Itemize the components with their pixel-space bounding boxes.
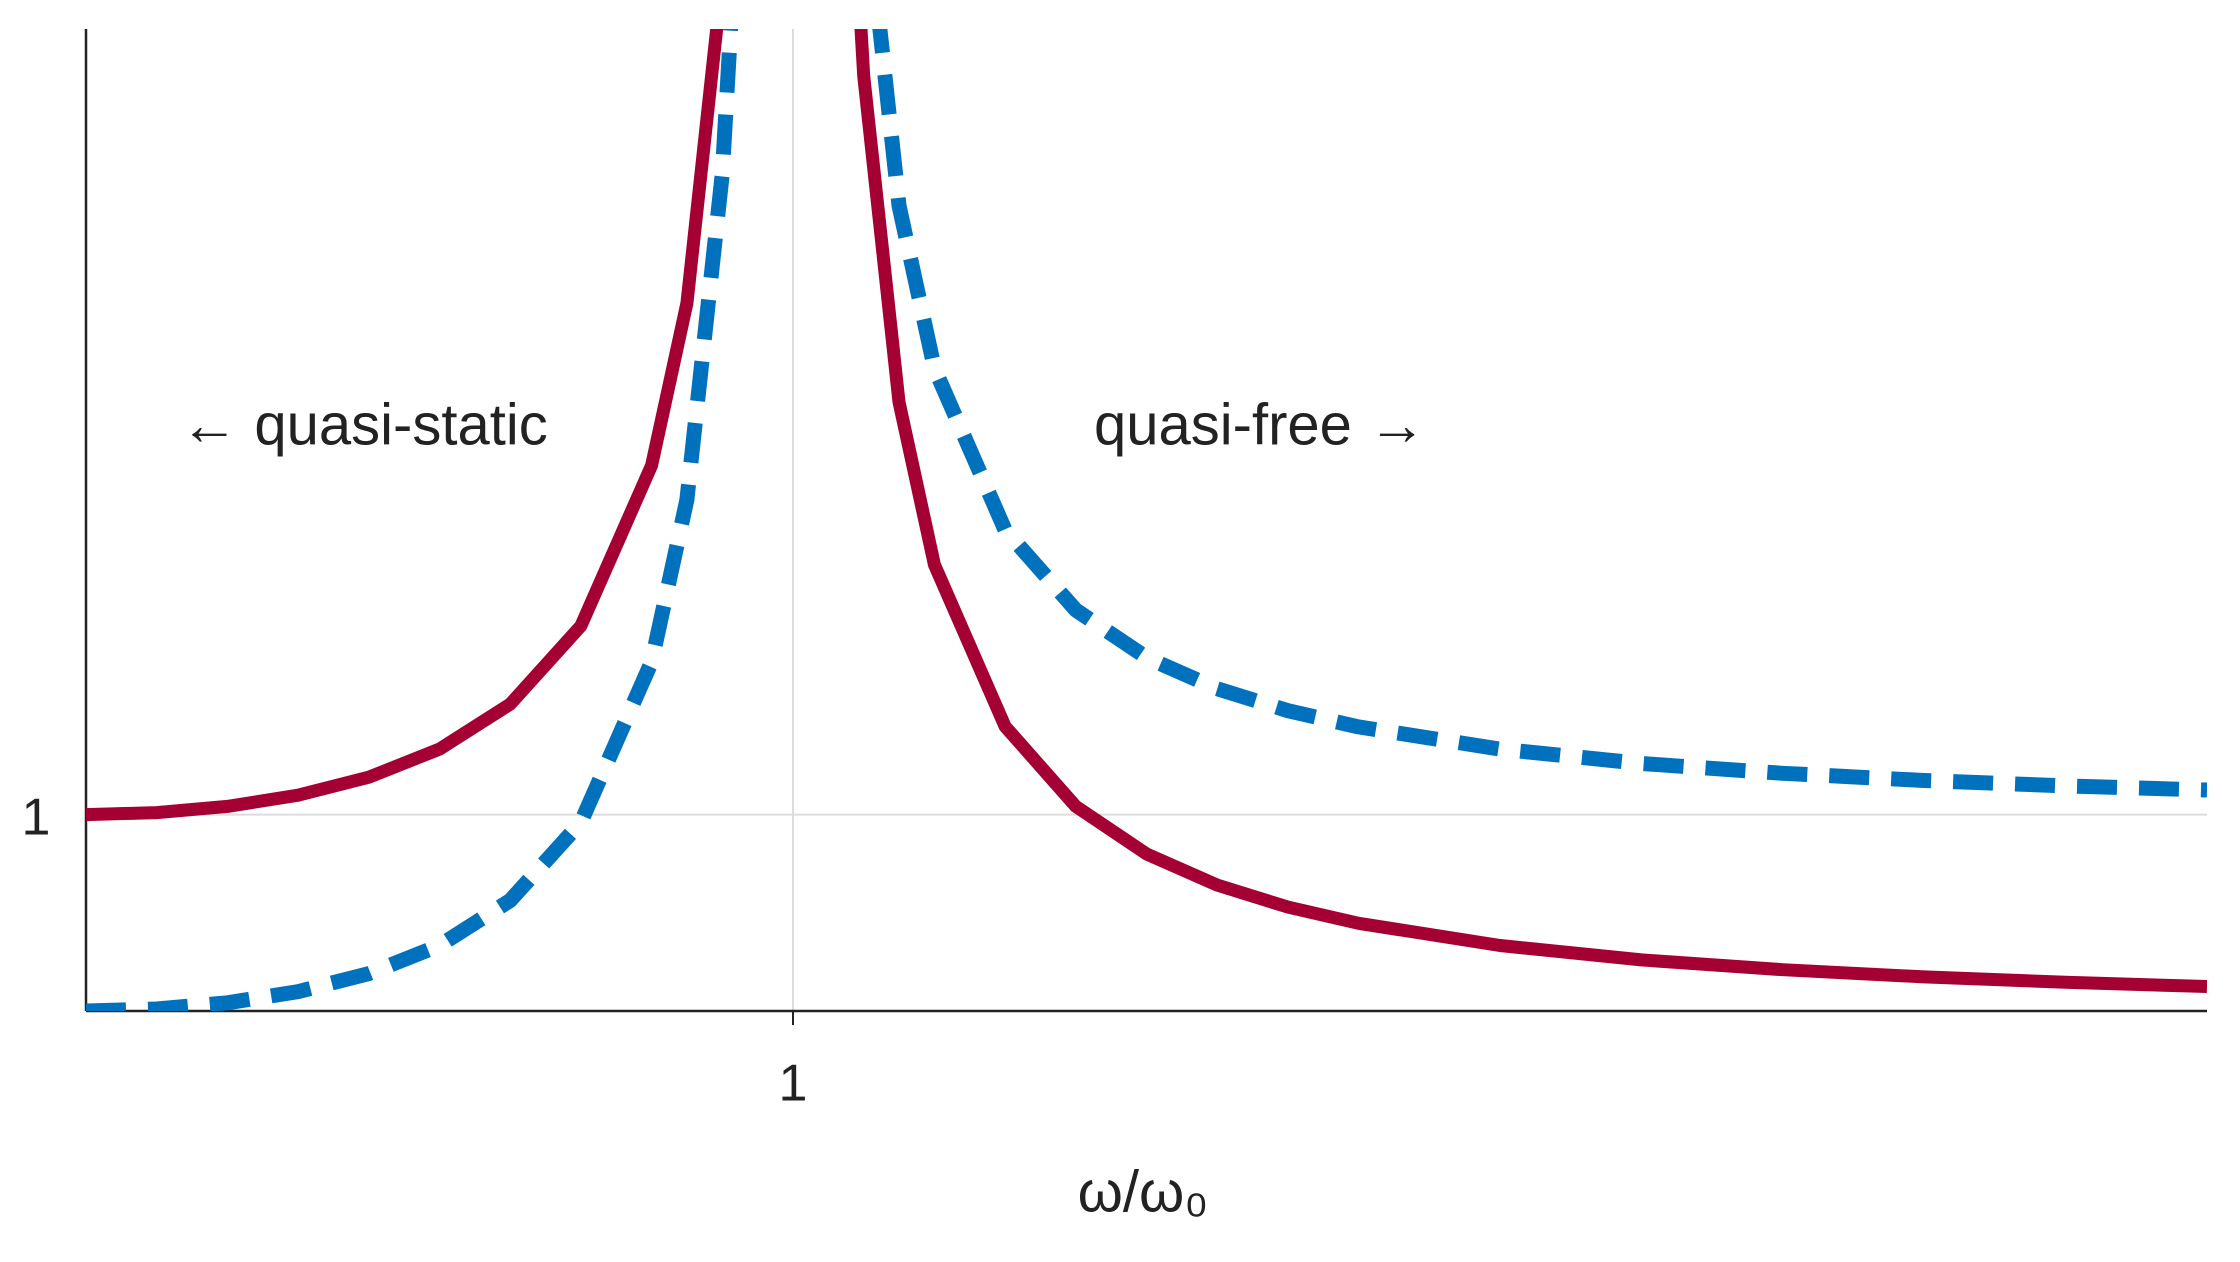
y-tick-label: 1 [22, 788, 51, 846]
annotation: ← quasi-static [180, 392, 547, 457]
annotation: quasi-free → [1094, 392, 1426, 457]
x-axis-label: ω/ω₀ [1078, 1159, 1209, 1224]
plot-area [86, 29, 2207, 1011]
line-series [86, 29, 2207, 993]
line-series [86, 29, 2207, 1011]
x-tick-label: 1 [779, 1055, 808, 1113]
